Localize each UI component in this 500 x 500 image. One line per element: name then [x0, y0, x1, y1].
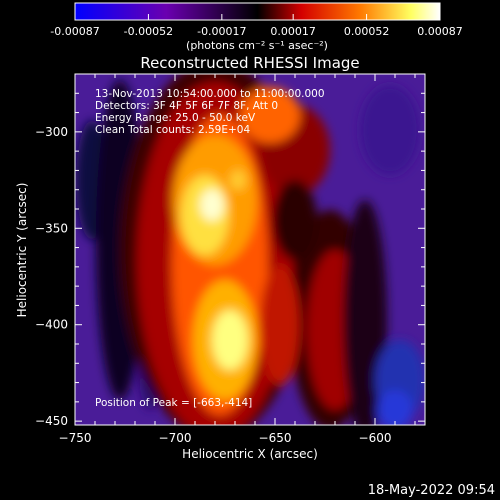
y-axis-label: Heliocentric Y (arcsec)	[15, 183, 29, 318]
x-tick-label: −650	[259, 431, 292, 445]
x-tick-label: −600	[359, 431, 392, 445]
colorbar-ticks: -0.00087 -0.00052 -0.00017 0.00017 0.00052 0.…	[50, 14, 463, 38]
colorbar-tick-label: -0.00017	[197, 25, 246, 38]
observation-info: 13-Nov-2013 10:54:00.000 to 11:00:00.000…	[95, 88, 325, 136]
footer-date: 18-May-2022 09:54	[368, 483, 495, 498]
colorbar-tick-label: 0.00017	[270, 25, 316, 38]
info-line: 13-Nov-2013 10:54:00.000 to 11:00:00.000	[95, 88, 325, 100]
x-axis: −750 −700 −650 −600	[59, 74, 416, 445]
peak-position-label: Position of Peak = [-663,-414]	[95, 397, 252, 409]
y-axis: −300 −350 −400 −450	[35, 73, 425, 428]
colorbar-tick-label: 0.00087	[417, 25, 463, 38]
colorbar-tick-label: -0.00052	[124, 25, 173, 38]
x-tick-label: −750	[59, 431, 92, 445]
x-tick-label: −700	[159, 431, 192, 445]
flux-map	[75, 74, 425, 425]
colorbar-tick-label: -0.00087	[50, 25, 99, 38]
y-tick-label: −350	[35, 221, 68, 235]
info-line: Energy Range: 25.0 - 50.0 keV	[95, 112, 256, 124]
y-tick-label: −450	[35, 414, 68, 428]
image-title: Reconstructed RHESSI Image	[140, 54, 359, 72]
y-tick-label: −400	[35, 318, 68, 332]
colorbar: -0.00087 -0.00052 -0.00017 0.00017 0.00052 0.…	[50, 2, 463, 52]
x-axis-label: Heliocentric X (arcsec)	[182, 447, 318, 461]
colorbar-gradient	[74, 2, 441, 21]
info-line: Detectors: 3F 4F 5F 6F 7F 8F, Att 0	[95, 100, 278, 112]
y-tick-label: −300	[35, 125, 68, 139]
colorbar-unit-label: (photons cm⁻² s⁻¹ asec⁻²)	[186, 39, 328, 52]
info-line: Clean Total counts: 2.59E+04	[95, 124, 250, 136]
colorbar-tick-label: 0.00052	[344, 25, 390, 38]
plot-frame	[74, 73, 426, 426]
